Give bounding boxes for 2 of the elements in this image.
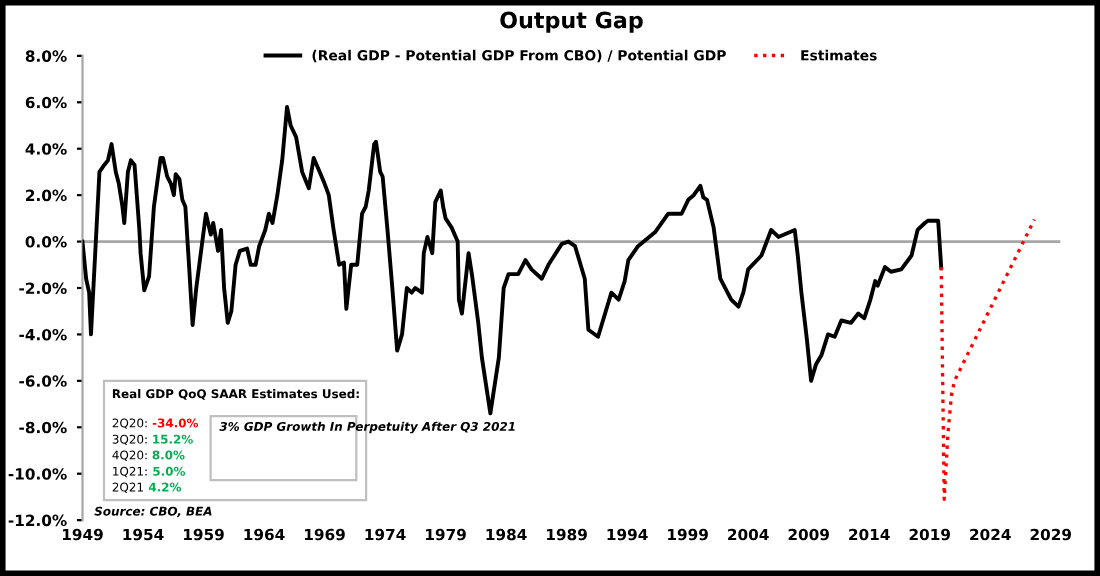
line-series bbox=[939, 217, 1037, 501]
chart-title: Output Gap bbox=[500, 11, 643, 33]
